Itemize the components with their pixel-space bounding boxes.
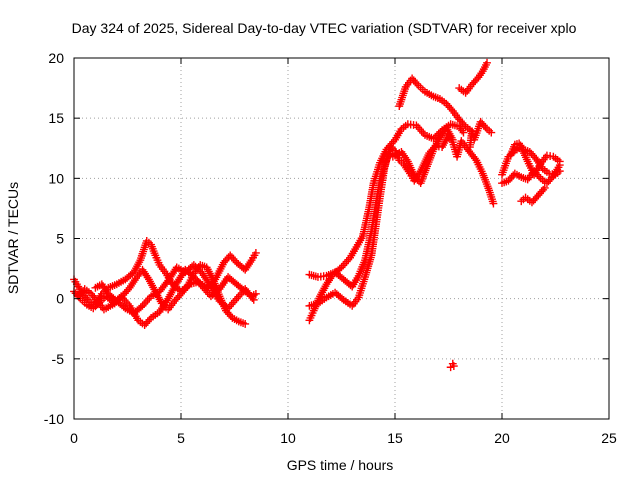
data-point: [483, 58, 491, 67]
axis-ticks: 0 5 10 15 20 25 -10 -5 0 5 10 15 20: [44, 50, 617, 446]
series-track-i: [455, 58, 491, 97]
series-track-h: [395, 74, 476, 136]
x-tick-label: 20: [494, 430, 510, 446]
grid-lines: [74, 58, 609, 419]
y-tick-label: -5: [52, 351, 65, 367]
data-points: [70, 58, 564, 372]
y-tick-label: 20: [48, 50, 64, 66]
series-track-d: [91, 261, 258, 318]
data-point: [489, 199, 498, 208]
data-point: [540, 184, 549, 192]
y-tick-label: 0: [56, 291, 64, 307]
series-track-o: [506, 139, 564, 179]
data-point: [449, 362, 458, 370]
series-track-k: [446, 359, 458, 372]
x-tick-label: 0: [70, 430, 78, 446]
y-tick-label: 15: [48, 110, 64, 126]
series-track-g: [305, 123, 457, 310]
data-point: [252, 289, 260, 298]
x-tick-label: 10: [280, 430, 296, 446]
y-axis-label: SDTVAR / TECUs: [5, 182, 21, 294]
x-tick-label: 5: [177, 430, 185, 446]
y-tick-label: -10: [44, 411, 64, 427]
x-tick-label: 25: [601, 430, 617, 446]
data-point: [241, 320, 250, 328]
data-point: [555, 167, 564, 176]
chart-title: Day 324 of 2025, Sidereal Day-to-day VTE…: [72, 20, 577, 36]
data-point: [487, 128, 496, 137]
y-tick-label: 5: [56, 231, 64, 247]
series-track-j: [466, 117, 496, 151]
series-track-n: [517, 184, 549, 207]
x-axis-label: GPS time / hours: [287, 457, 394, 473]
y-tick-label: 10: [48, 170, 64, 186]
data-point: [459, 128, 468, 137]
data-point: [252, 249, 260, 257]
x-tick-label: 15: [387, 430, 403, 446]
data-point: [448, 135, 457, 144]
series-track-m: [498, 161, 564, 188]
data-point: [249, 295, 258, 304]
